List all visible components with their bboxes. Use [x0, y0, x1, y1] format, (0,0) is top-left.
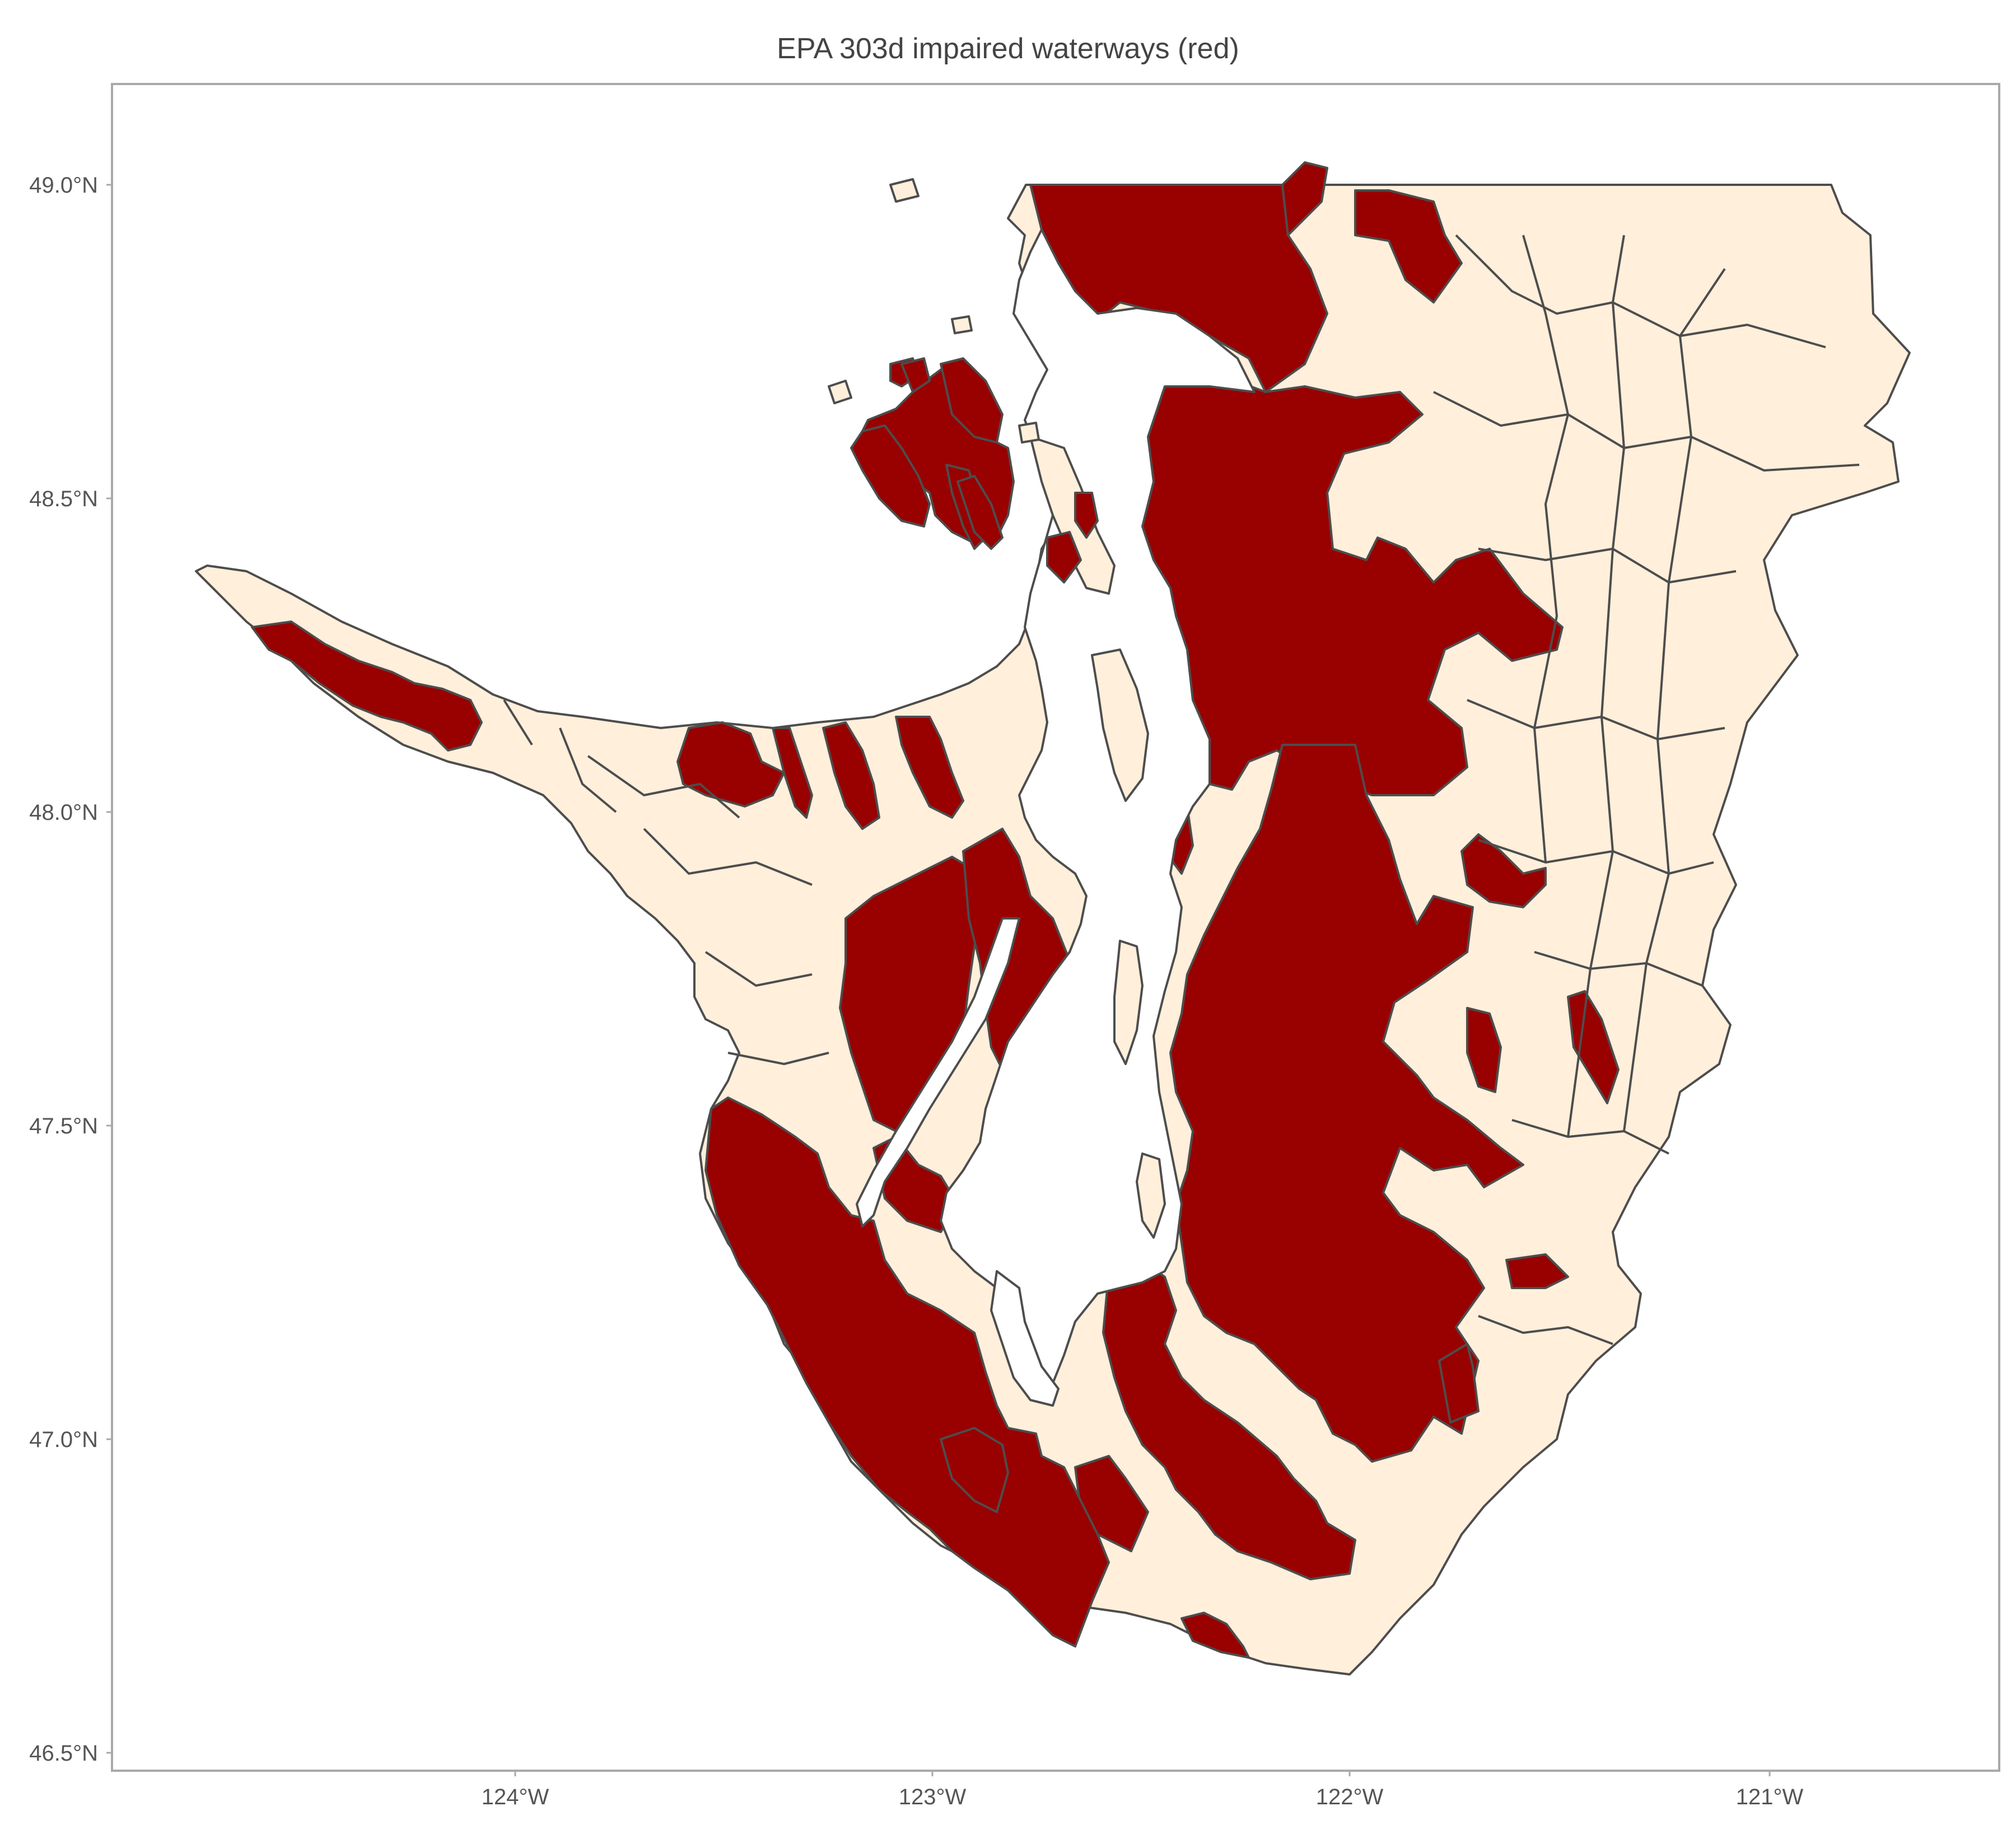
san-juan-island: [956, 475, 1004, 550]
watershed-layer: [195, 161, 1911, 1676]
san-juan-island: [828, 380, 852, 404]
san-juan-island: [900, 357, 931, 393]
impaired-watershed: [1281, 161, 1328, 236]
san-juan-island: [850, 424, 931, 528]
impaired-watershed: [1354, 189, 1463, 304]
island: [1029, 436, 1116, 595]
y-tick-label: 48.0°N: [29, 800, 98, 825]
x-axis: 124°W 123°W 122°W 121°W: [482, 1771, 1804, 1809]
impaired-watershed: [895, 716, 964, 819]
y-tick-label: 47.0°N: [29, 1427, 98, 1452]
watershed-boundary: [1534, 951, 1703, 987]
watershed-boundary: [503, 699, 533, 746]
impaired-watershed: [1505, 1253, 1569, 1289]
watershed-boundary: [1623, 268, 1726, 1132]
impaired-watershed: [772, 727, 813, 819]
island: [1074, 492, 1099, 539]
watershed-boundary: [587, 755, 740, 819]
island: [1091, 648, 1149, 802]
san-juan-island: [889, 178, 920, 203]
san-juan-island: [951, 315, 973, 334]
impaired-watershed: [1180, 1612, 1250, 1659]
x-tick-label: 121°W: [1736, 1785, 1804, 1809]
impaired-watershed: [940, 1427, 1009, 1513]
watershed-boundary: [643, 828, 813, 886]
impaired-watershed: [1102, 1253, 1356, 1580]
y-axis: 49.0°N 48.5°N 48.0°N 47.5°N 47.0°N 46.5°…: [29, 173, 112, 1766]
impaired-watershed: [1169, 744, 1524, 1463]
impaired-watershed: [1466, 1007, 1502, 1093]
impaired-watershed: [822, 721, 880, 830]
watershed-boundary: [704, 951, 813, 987]
y-tick-label: 47.5°N: [29, 1114, 98, 1138]
y-tick-label: 49.0°N: [29, 173, 98, 198]
watershed-boundary: [1511, 1119, 1669, 1155]
x-tick-label: 122°W: [1316, 1785, 1384, 1809]
south-sound-inlet: [990, 1270, 1060, 1407]
watershed-boundary: [727, 1052, 829, 1065]
impaired-watershed: [1438, 1343, 1480, 1424]
impaired-watershed: [676, 721, 785, 808]
island: [1136, 1152, 1166, 1239]
y-tick-label: 46.5°N: [29, 1741, 98, 1766]
watershed-boundary: [559, 727, 617, 813]
map-title: EPA 303d impaired waterways (red): [777, 32, 1239, 65]
x-tick-label: 123°W: [899, 1785, 967, 1809]
impaired-watershed: [251, 620, 483, 752]
y-tick-label: 48.5°N: [29, 487, 98, 511]
island: [1113, 940, 1144, 1065]
san-juan-island: [940, 357, 1004, 444]
hood-canal-water: [856, 917, 1020, 1228]
watershed-boundary: [1567, 235, 1625, 1137]
x-tick-label: 124°W: [482, 1785, 549, 1809]
san-juan-island: [1018, 422, 1040, 444]
watershed-boundary: [1478, 1315, 1613, 1345]
island: [1046, 531, 1082, 584]
watershed-boundary: [1522, 235, 1569, 863]
